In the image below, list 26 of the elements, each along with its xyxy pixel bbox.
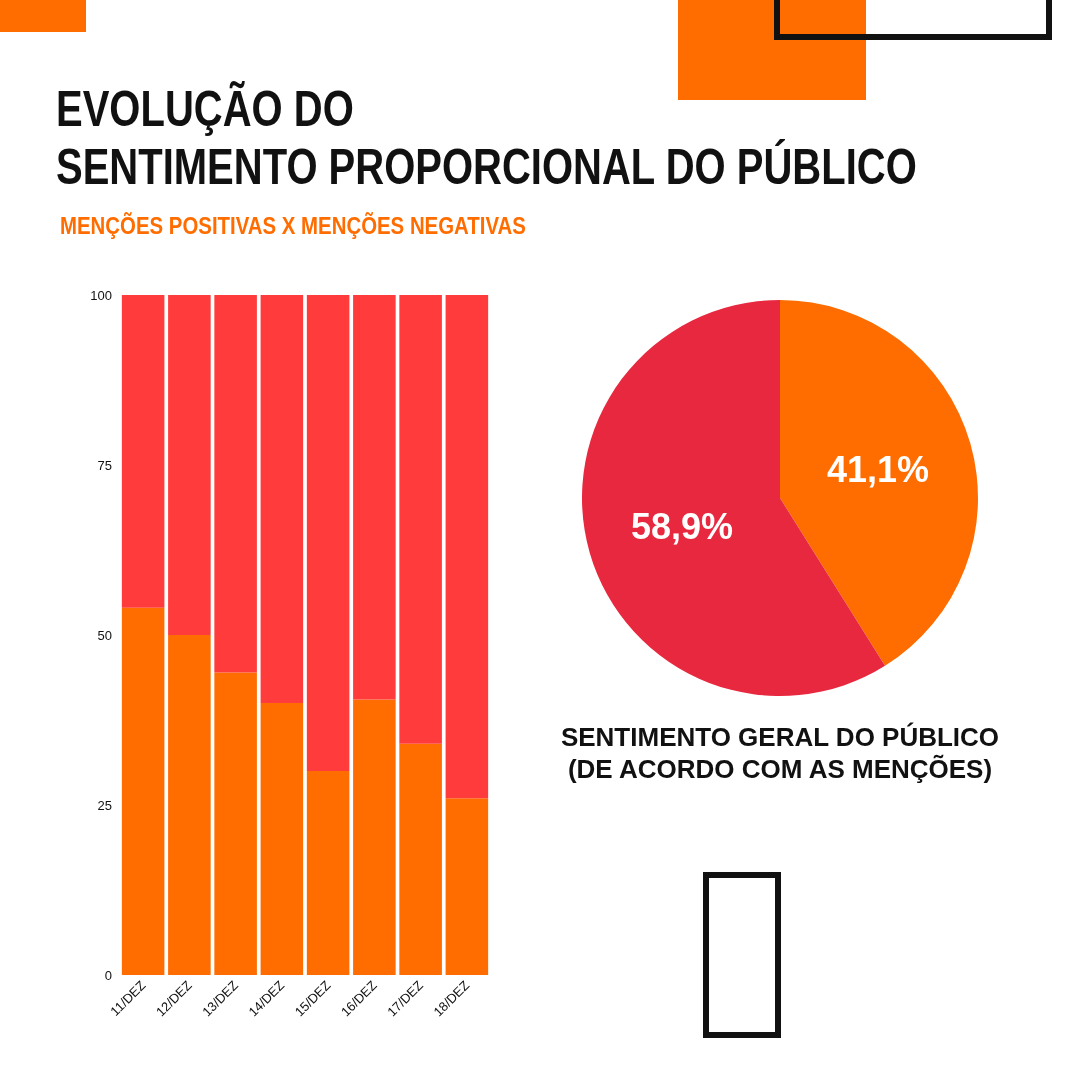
bar [306, 771, 350, 975]
bar [121, 295, 165, 608]
bar [399, 743, 442, 975]
bar [260, 295, 304, 703]
data-label: 58,9% [630, 505, 733, 547]
bar [353, 295, 396, 700]
bar [214, 672, 257, 975]
bar [445, 798, 489, 975]
text: SENTIMENTO GERAL DO PÚBLICO (DE ACORDO COM AS MENÇÕES) [560, 722, 1000, 784]
bar [168, 295, 211, 635]
bar [445, 295, 489, 799]
bar [399, 295, 442, 744]
data-label: 41,1% [827, 449, 930, 491]
chart-title: EVOLUÇÃO DO SENTIMENTO PROPORCIONAL DO PÚBLICO [56, 80, 918, 196]
chart-subtitle: MENÇÕES POSITIVAS X MENÇÕES NEGATIVAS [60, 212, 526, 240]
bar [260, 703, 304, 975]
y-tick-label: 100 [90, 287, 112, 303]
bar [353, 699, 396, 975]
bar [168, 635, 211, 975]
y-tick-label: 0 [104, 967, 112, 983]
bar [214, 295, 257, 673]
bar [306, 295, 350, 771]
y-tick-label: 25 [97, 797, 112, 813]
y-tick-label: 50 [97, 627, 112, 643]
y-tick-label: 75 [97, 457, 112, 473]
bar [121, 607, 165, 975]
